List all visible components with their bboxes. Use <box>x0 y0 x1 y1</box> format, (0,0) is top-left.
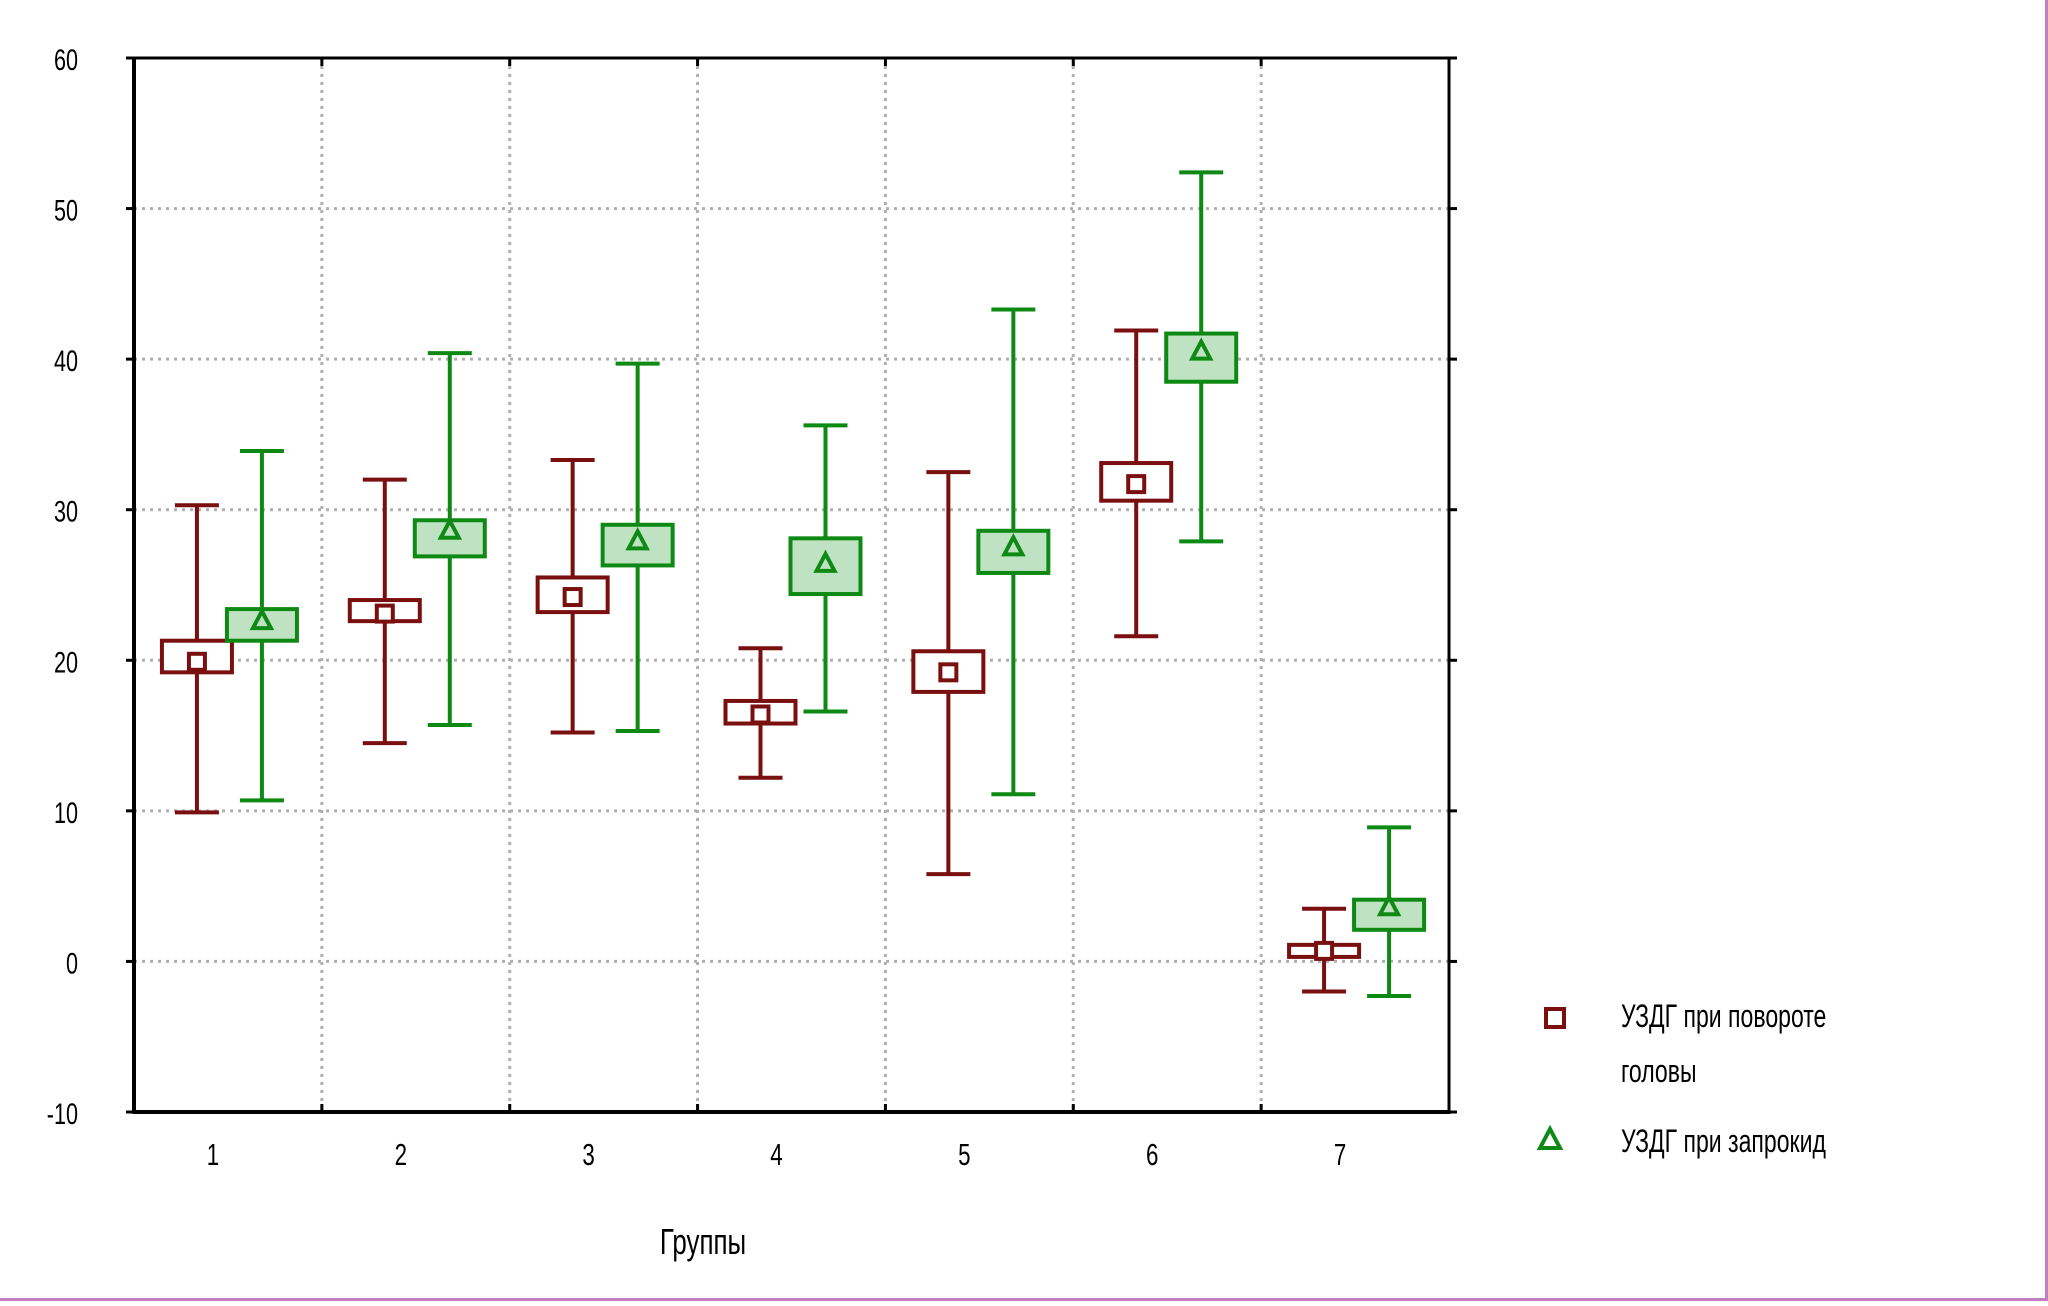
data-point <box>535 458 610 735</box>
mean-marker-square <box>1126 474 1147 495</box>
legend-label-line2: головы <box>1621 1053 1697 1089</box>
mean-marker-triangle <box>1376 892 1402 917</box>
data-point <box>159 503 234 815</box>
data-point <box>976 307 1051 797</box>
x-tick-label: 2 <box>395 1137 407 1171</box>
x-tick-label: 5 <box>958 1137 970 1171</box>
legend-label-line1: УЗДГ при повороте <box>1621 998 1826 1034</box>
legend: УЗДГ при повороте головы УЗДГ при запрокид <box>1536 998 1826 1159</box>
data-point <box>224 448 299 803</box>
legend-label-line1: УЗДГ при запрокид <box>1621 1123 1826 1159</box>
y-tick-label: 50 <box>54 193 78 227</box>
data-point <box>788 423 863 714</box>
mean-marker-square <box>374 603 395 624</box>
y-tick-label: 10 <box>54 795 78 829</box>
mean-marker-square <box>938 662 959 683</box>
x-axis-ticks: 1 2 3 4 5 6 7 <box>132 58 1451 1172</box>
mean-marker-triangle <box>249 606 275 631</box>
frame-edge-right <box>2045 0 2048 1301</box>
data-point <box>1287 906 1362 994</box>
x-tick-label: 4 <box>770 1137 782 1171</box>
legend-marker-triangle <box>1536 1124 1564 1150</box>
y-tick-label: 60 <box>54 42 78 76</box>
x-tick-label: 7 <box>1334 1137 1346 1171</box>
mean-marker-triangle <box>437 516 463 540</box>
mean-marker-triangle <box>1188 337 1214 361</box>
data-point <box>1099 328 1174 639</box>
data-point <box>723 646 798 780</box>
mean-marker-triangle <box>625 527 650 551</box>
grid-layer <box>134 58 1449 1112</box>
data-point <box>347 477 422 746</box>
legend-marker-square <box>1544 1007 1566 1029</box>
y-tick-label: 20 <box>54 645 78 679</box>
mean-marker-square <box>562 587 583 608</box>
y-tick-label: 30 <box>54 494 78 528</box>
y-tick-label: 40 <box>54 344 78 378</box>
x-tick-label: 6 <box>1146 1137 1158 1171</box>
x-tick-label: 1 <box>207 1137 219 1171</box>
y-axis-ticks: -10 0 10 20 30 40 50 60 <box>47 42 1457 1131</box>
frame-edge-bottom <box>0 1298 2048 1301</box>
legend-item: УЗДГ при повороте головы <box>1544 998 1826 1089</box>
x-tick-label: 3 <box>582 1137 594 1171</box>
series-2 <box>224 170 1427 999</box>
data-point <box>600 361 675 734</box>
data-point <box>911 470 986 877</box>
x-axis-title: Группы <box>660 1222 746 1262</box>
mean-marker-triangle <box>1001 533 1026 557</box>
mean-marker-square <box>186 651 207 672</box>
series-1 <box>159 328 1362 994</box>
y-tick-label: 0 <box>66 946 78 980</box>
data-point <box>1164 170 1239 544</box>
data-point <box>1352 825 1427 999</box>
mean-marker-triangle <box>813 549 838 573</box>
data-point <box>412 351 487 728</box>
mean-marker-square <box>750 704 771 725</box>
y-tick-label: -10 <box>47 1096 78 1130</box>
mean-marker-square <box>1314 940 1335 961</box>
legend-item: УЗДГ при запрокид <box>1536 1123 1826 1159</box>
